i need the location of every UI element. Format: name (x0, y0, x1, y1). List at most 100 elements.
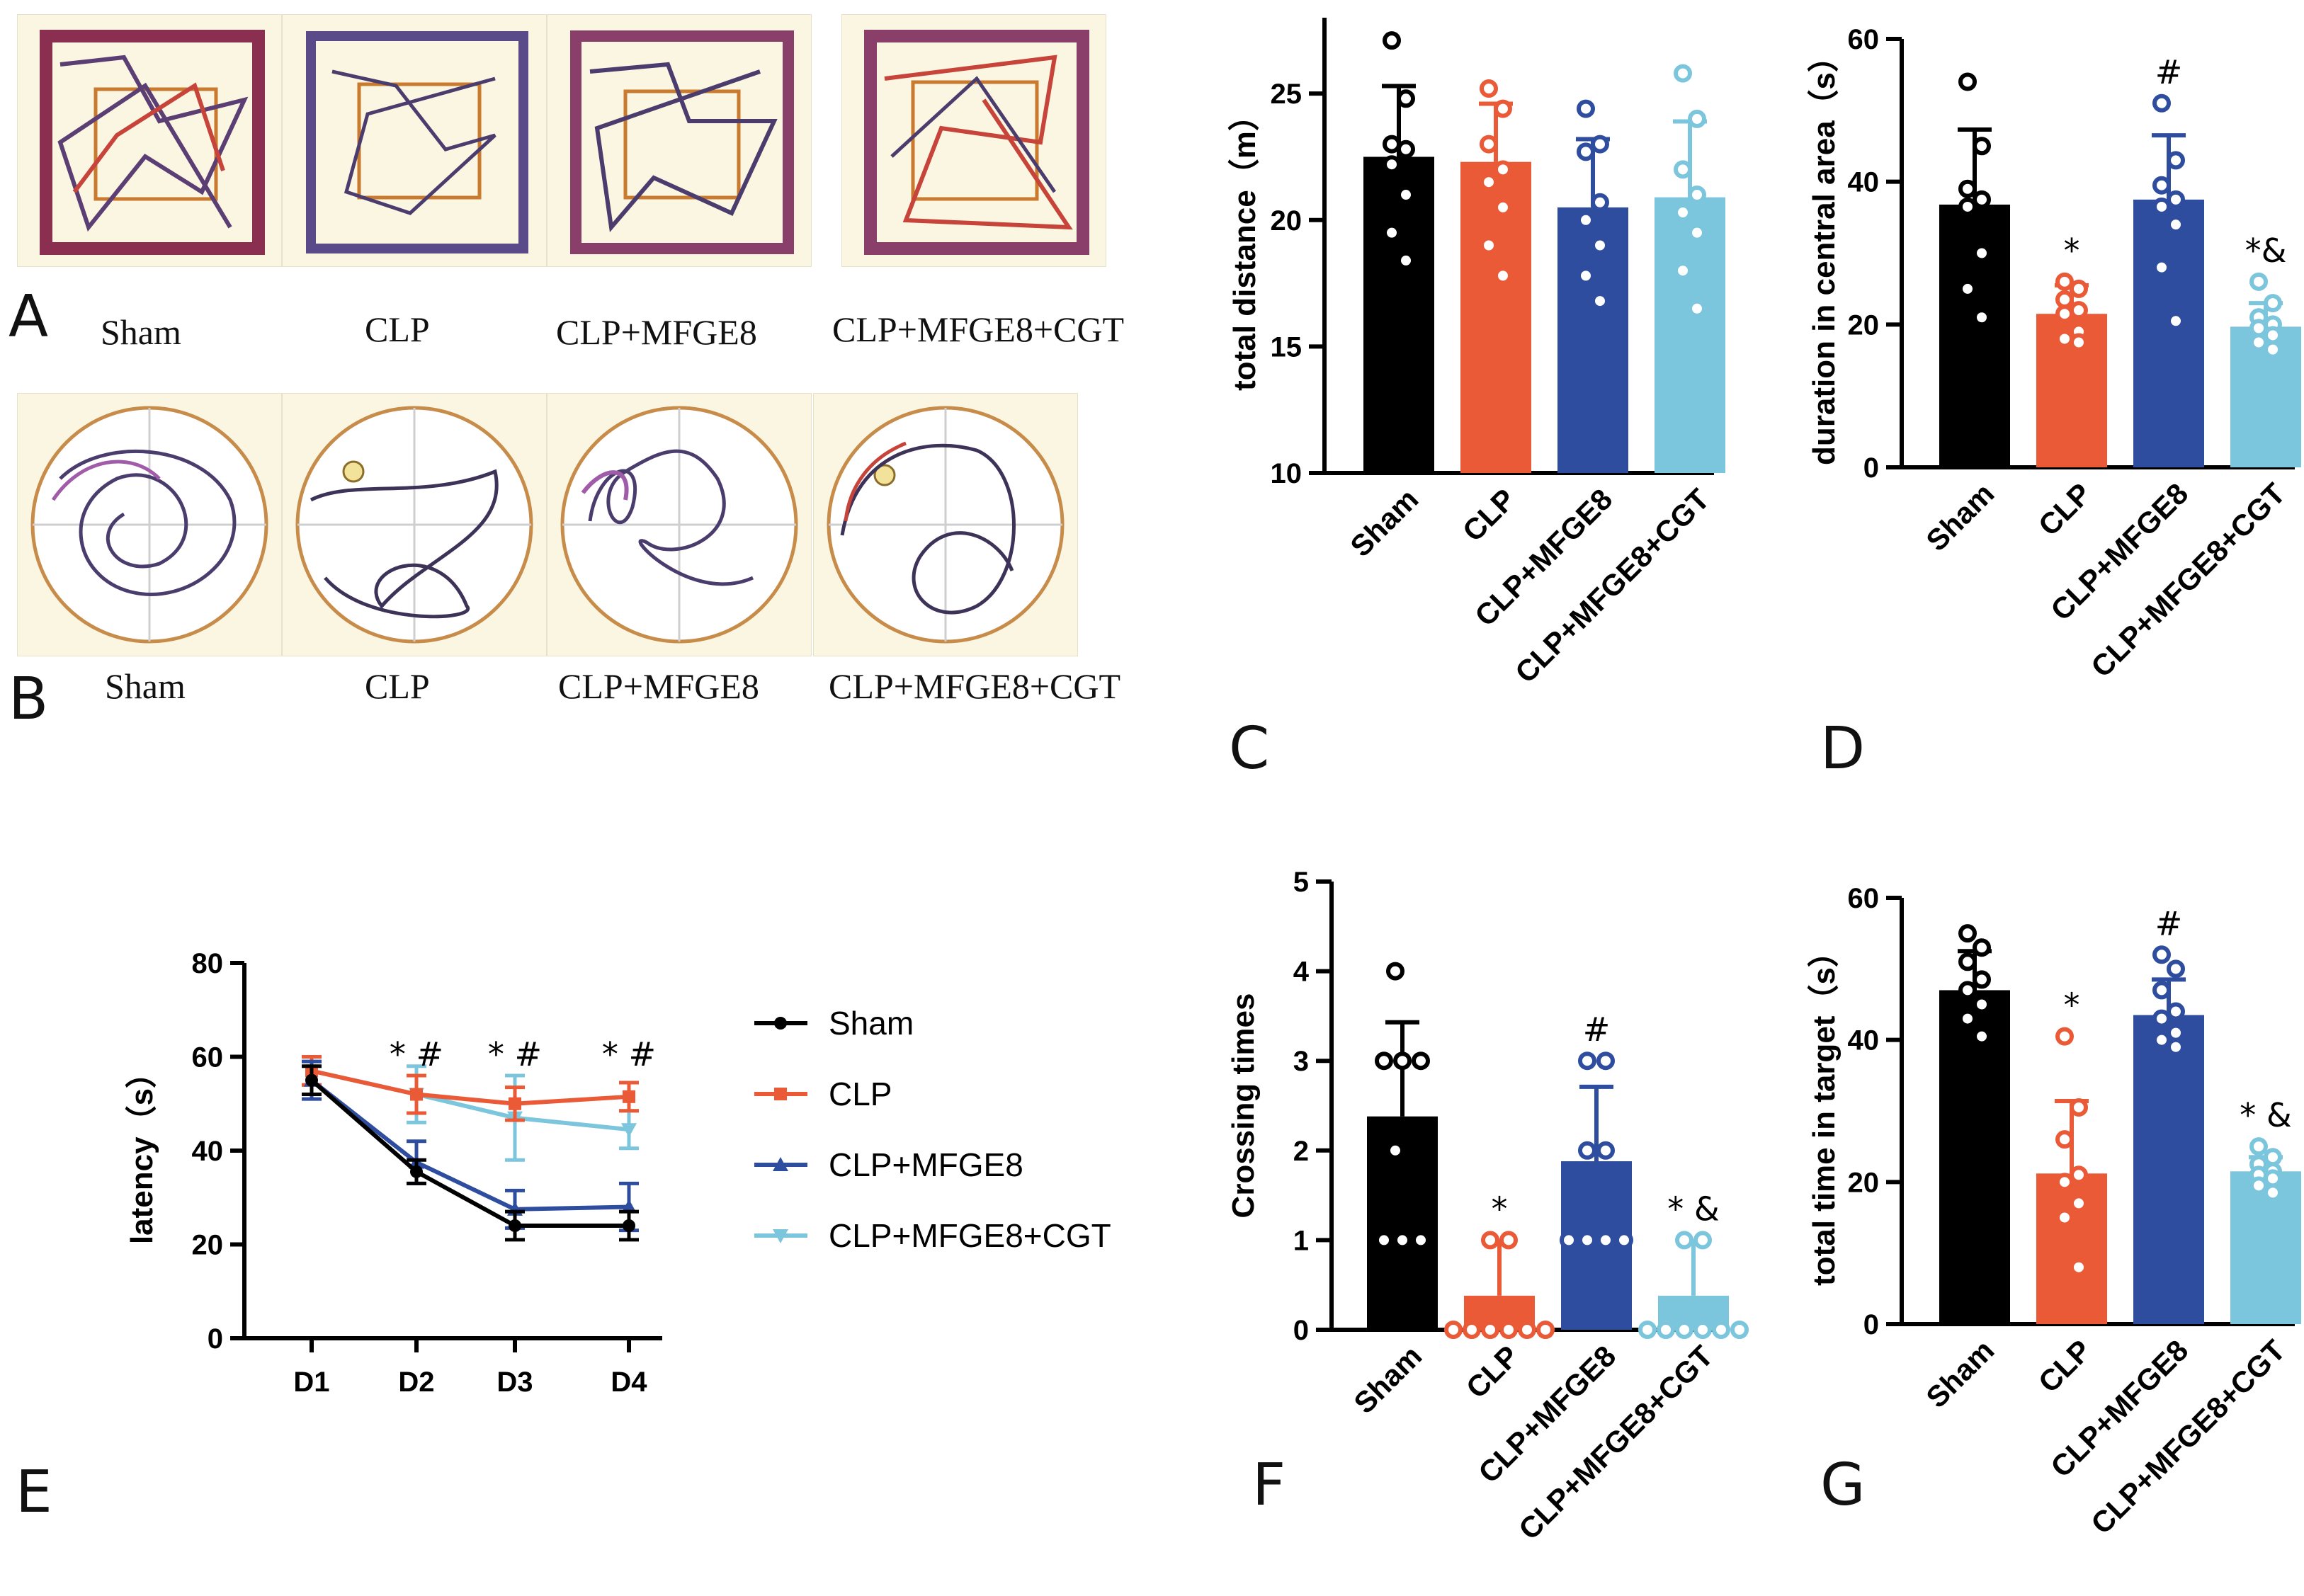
data-point-sham (1386, 962, 1404, 981)
water-maze-caption-clp: CLP (365, 666, 430, 706)
data-point-clp-mfge8 (1577, 142, 1595, 161)
data-point-clp (1480, 135, 1498, 154)
y-tick-label: 25 (1271, 79, 1303, 110)
data-point-sham (1958, 952, 1977, 971)
line-clp-mfge8 (310, 1078, 630, 1212)
data-point-clp-mfge8 (2167, 1037, 2185, 1056)
data-point-clp (1494, 198, 1512, 217)
data-point-sham (1397, 89, 1415, 108)
data-point-clp-mfge8-cgt (1688, 223, 1706, 242)
data-point-clp (2055, 1130, 2074, 1149)
data-point-clp-mfge8 (2152, 197, 2171, 216)
water-maze-track-clp (282, 393, 547, 656)
y-tick-label: 0 (1863, 1309, 1879, 1340)
bar-clp (1460, 161, 1531, 473)
x-tick-label-clp-mfge8-cgt: CLP+MFGE8+CGT (2084, 1333, 2292, 1541)
data-point-sham (410, 1165, 423, 1178)
data-point-clp-mfge8-cgt (1688, 299, 1706, 318)
y-tick-label: 5 (1293, 867, 1309, 898)
data-point-clp (1463, 1321, 1481, 1339)
data-point-clp (2055, 1173, 2074, 1192)
data-point-clp-mfge8-cgt (1693, 1321, 1712, 1339)
data-point-sham (1397, 139, 1415, 159)
y-axis-title: Crossing times (1226, 993, 1261, 1219)
significance-label: * & (2240, 1096, 2292, 1134)
y-axis-title: duration in central area（s） (1807, 41, 1842, 465)
water-maze-caption-clp-mfge8-cgt: CLP+MFGE8+CGT (829, 666, 1121, 706)
data-point-clp (1494, 266, 1512, 285)
data-point-clp (1536, 1321, 1555, 1339)
data-point-clp-mfge8-cgt (1688, 109, 1706, 128)
x-tick-label: D2 (398, 1367, 434, 1398)
data-point-sham (1958, 197, 1977, 216)
data-point-clp-mfge8-cgt (2264, 1169, 2282, 1188)
data-point-clp (2070, 1165, 2088, 1185)
data-point-sham (1973, 1027, 1991, 1046)
water-maze-track-sham (17, 393, 282, 656)
y-axis-title: total distance（m） (1227, 100, 1262, 391)
data-point-clp-mfge8-cgt (2264, 1148, 2282, 1167)
significance-label: * # (390, 1035, 443, 1073)
open-field-track-clp (282, 14, 547, 267)
x-tick-label: D1 (293, 1367, 329, 1398)
data-point-clp-mfge8 (1591, 292, 1609, 311)
data-point-sham (1383, 155, 1401, 174)
data-point-clp-mfge8-cgt (1657, 1321, 1675, 1339)
data-point-clp-mfge8-cgt (621, 1123, 637, 1138)
y-axis-title: total time in target（s） (1807, 936, 1842, 1286)
panel-letter-a: A (8, 283, 49, 350)
data-point-clp-mfge8-cgt (1674, 64, 1692, 83)
data-point-clp (1480, 173, 1498, 192)
data-point-clp-mfge8 (1591, 135, 1609, 154)
data-point-clp (1499, 1321, 1518, 1339)
x-tick-label: D4 (611, 1367, 647, 1398)
data-point-clp (623, 1090, 635, 1103)
data-point-clp-mfge8-cgt (2249, 1176, 2268, 1195)
panel-letter-b: B (8, 666, 49, 733)
data-point-clp-mfge8-cgt (1730, 1321, 1749, 1339)
data-point-clp (1481, 1321, 1499, 1339)
open-field-track-clp-mfge8-cgt (841, 14, 1106, 267)
bar-sham (1939, 990, 2010, 1324)
water-maze-track-clp-mfge8 (547, 393, 812, 656)
data-point-clp (2070, 333, 2088, 352)
data-point-sham (1958, 981, 1977, 1000)
data-point-sham (1958, 279, 1977, 298)
y-tick-label: 40 (1848, 167, 1880, 198)
data-point-clp-mfge8-cgt (1638, 1321, 1657, 1339)
data-point-clp-mfge8 (1615, 1231, 1633, 1250)
significance-label: * & (1667, 1190, 1720, 1228)
data-point-sham (623, 1219, 635, 1232)
data-point-clp (1494, 160, 1512, 179)
x-tick-label-sham: Sham (1919, 1333, 2000, 1414)
data-point-clp (1481, 1231, 1499, 1250)
legend-marker-clp-mfge8 (773, 1157, 788, 1171)
data-point-clp-mfge8 (2167, 215, 2185, 234)
y-tick-label: 20 (1848, 1167, 1880, 1198)
data-point-sham (1973, 190, 1991, 209)
data-point-clp (2055, 1208, 2074, 1227)
y-tick-label: 20 (1848, 309, 1880, 341)
y-tick-label: 0 (1293, 1315, 1309, 1346)
data-point-clp (1480, 79, 1498, 98)
data-point-sham (1375, 1051, 1393, 1071)
data-point-clp-mfge8 (2167, 959, 2185, 979)
significance-label: # (1583, 1010, 1611, 1049)
legend-label-clp: CLP (829, 1076, 892, 1112)
legend-label-clp-mfge8: CLP+MFGE8 (829, 1146, 1023, 1183)
data-point-clp-mfge8 (1577, 99, 1595, 118)
data-point-sham (1383, 31, 1401, 50)
data-point-sham (1386, 1141, 1404, 1160)
data-point-clp-mfge8 (2167, 312, 2185, 331)
panel-letter-c: C (1229, 715, 1270, 782)
significance-label: * # (488, 1035, 542, 1073)
data-point-clp-mfge8 (1578, 1051, 1596, 1071)
data-point-clp-mfge8 (2152, 981, 2171, 1000)
x-tick-label-clp: CLP (2032, 1333, 2098, 1399)
open-field-track-sham (17, 14, 282, 267)
y-tick-label: 10 (1271, 458, 1303, 489)
